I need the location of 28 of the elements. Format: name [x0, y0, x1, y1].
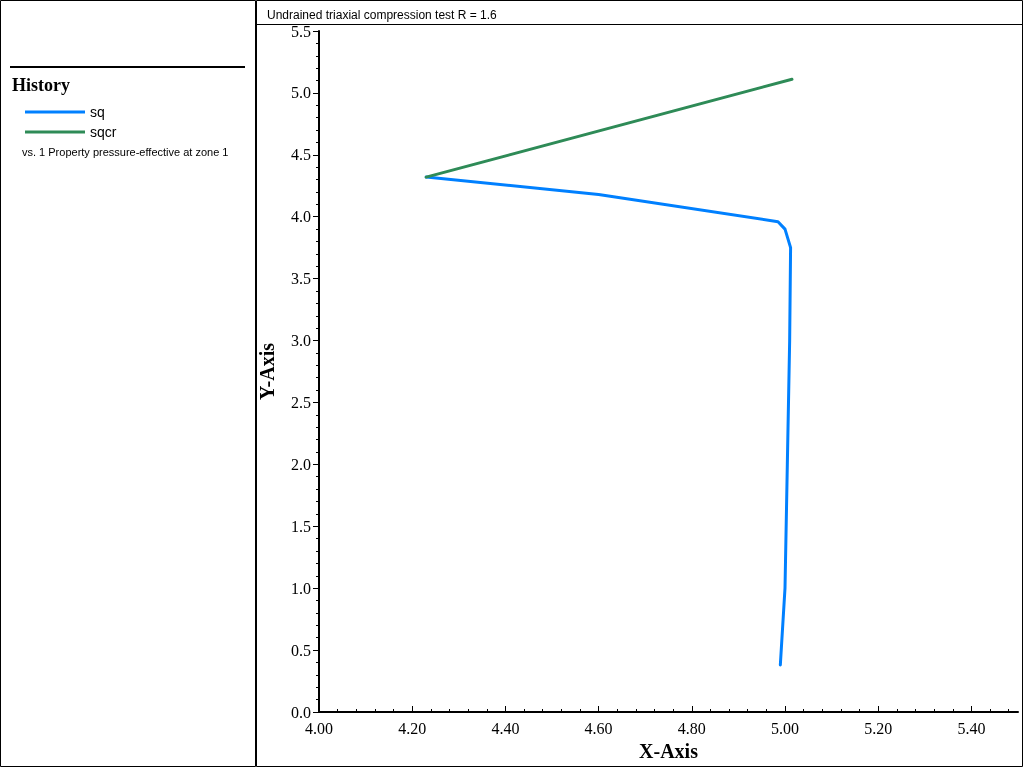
x-tick-label: 4.00	[305, 719, 333, 737]
y-tick-label: 0.0	[291, 703, 311, 721]
y-tick-label: 1.0	[291, 579, 311, 597]
legend-label: sq	[90, 104, 105, 120]
y-tick-label: 5.0	[291, 84, 311, 102]
line-series	[424, 175, 793, 667]
y-tick-label: 2.0	[291, 455, 311, 473]
legend-label: sqcr	[90, 124, 117, 140]
x-tick-label: 4.80	[677, 719, 706, 737]
x-axis-title: X-Axis	[639, 739, 699, 762]
x-tick-label: 4.40	[491, 719, 520, 737]
y-tick-label: 4.5	[291, 146, 311, 164]
x-tick-label: 4.60	[584, 719, 613, 737]
text: vs. 1 Property pressure-effective at zone 1	[22, 145, 229, 158]
y-tick-label: 4.0	[291, 208, 311, 226]
y-tick-label: 0.5	[291, 641, 311, 659]
y-tick-label: 2.5	[291, 393, 311, 411]
y-tick-label: 1.5	[291, 517, 311, 535]
legend-title: History	[12, 75, 70, 95]
y-tick-label: 3.0	[291, 332, 311, 350]
x-tick-label: 4.20	[398, 719, 427, 737]
x-tick-label: 5.40	[957, 719, 986, 737]
y-axis-title: Y-Axis	[256, 342, 278, 401]
x-tick-label: 5.00	[771, 719, 799, 737]
y-tick-label: 5.5	[291, 22, 311, 40]
y-tick-label: 3.5	[291, 270, 311, 288]
chart-title: Undrained triaxial compression test R = 1.6	[267, 8, 498, 22]
x-tick-label: 5.20	[864, 719, 893, 737]
